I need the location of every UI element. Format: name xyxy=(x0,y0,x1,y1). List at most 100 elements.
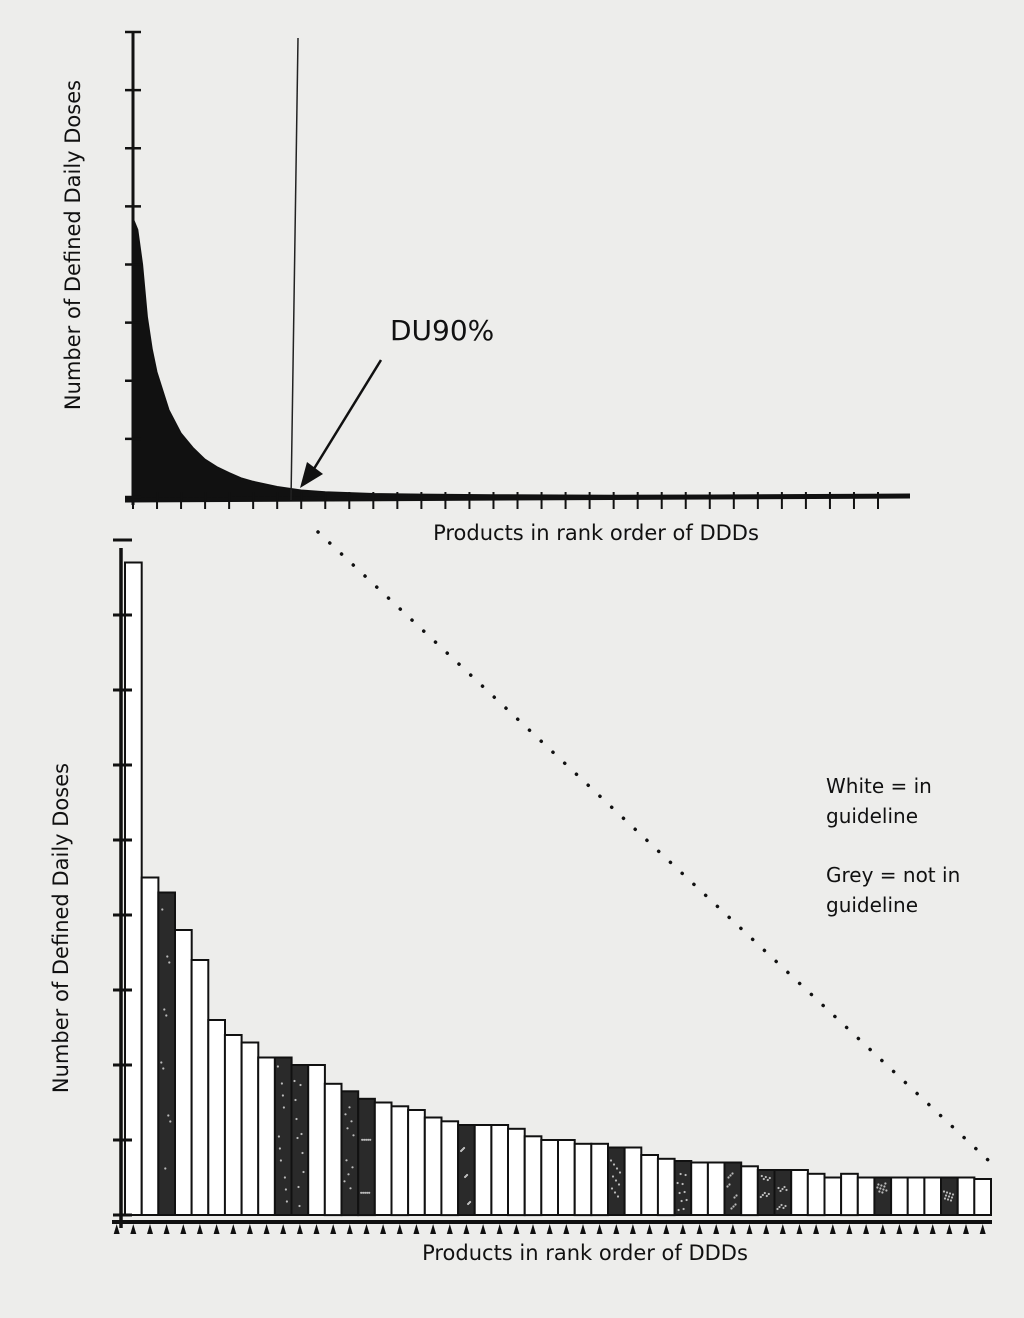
bar-in-guideline xyxy=(407,1109,426,1216)
bar-in-guideline xyxy=(573,1142,593,1217)
bar-texture-dot xyxy=(881,1191,884,1194)
bar-texture-dot xyxy=(160,1061,163,1064)
bar-texture-dot xyxy=(682,1207,685,1211)
bar-texture-dot xyxy=(367,1138,370,1141)
bar-texture-dot xyxy=(294,1098,297,1102)
bar-texture-dot xyxy=(295,1117,298,1121)
bar-texture-dot xyxy=(946,1198,950,1201)
bar-texture-dot xyxy=(164,1167,167,1170)
du90-label: DU90% xyxy=(390,314,494,347)
bar-texture-dot xyxy=(729,1174,732,1177)
x-tick xyxy=(480,1224,487,1234)
bar-texture-dot xyxy=(761,1193,764,1197)
bar-in-guideline xyxy=(740,1165,759,1217)
bar-in-guideline xyxy=(540,1139,559,1216)
bar-texture-dot xyxy=(616,1195,620,1198)
bar-in-guideline xyxy=(473,1124,493,1216)
bar-texture-dot xyxy=(884,1182,887,1185)
x-tick xyxy=(530,1224,536,1234)
bar-texture-dot xyxy=(165,1014,168,1017)
bar-in-guideline xyxy=(240,1041,260,1216)
bar-in-guideline xyxy=(140,876,160,1216)
x-tick xyxy=(879,1224,886,1234)
bar-texture-dot xyxy=(683,1190,686,1194)
bar-in-guideline xyxy=(590,1142,609,1217)
bar-not-in-guideline xyxy=(673,1160,693,1216)
bar-texture-dot xyxy=(469,1200,472,1204)
bar-in-guideline xyxy=(523,1135,543,1217)
bar-in-guideline xyxy=(390,1105,410,1217)
bar-texture-dot xyxy=(614,1179,618,1182)
bar-in-guideline xyxy=(923,1176,943,1216)
x-tick xyxy=(613,1224,620,1234)
bar-texture-dot xyxy=(284,1188,287,1191)
bar-texture-dot xyxy=(281,1094,284,1097)
du90-arrow-shaft xyxy=(310,359,383,473)
bottom-y-ticks xyxy=(113,538,132,1217)
bar-texture-dot xyxy=(348,1106,351,1109)
bar-texture-dot xyxy=(162,1067,165,1070)
x-tick xyxy=(513,1224,520,1234)
x-tick xyxy=(230,1224,237,1234)
bar-texture-dot xyxy=(343,1180,346,1183)
bar-texture-dot xyxy=(945,1191,949,1194)
bar-texture-dot xyxy=(301,1151,304,1155)
bar-in-guideline xyxy=(307,1064,326,1216)
x-tick xyxy=(180,1224,187,1234)
x-tick xyxy=(663,1224,670,1234)
bar-texture-dot xyxy=(349,1187,352,1190)
x-tick xyxy=(196,1224,203,1234)
x-tick xyxy=(563,1224,570,1234)
bar-texture-dot xyxy=(293,1079,296,1083)
bar-in-guideline xyxy=(640,1154,659,1216)
bar-texture-dot xyxy=(947,1195,951,1198)
x-tick xyxy=(746,1224,753,1234)
x-tick xyxy=(729,1224,736,1234)
bar-texture-dot xyxy=(167,1114,170,1117)
x-tick xyxy=(863,1224,870,1234)
bar-texture-dot xyxy=(676,1181,679,1185)
bar-texture-dot xyxy=(780,1203,783,1207)
bar-texture-dot xyxy=(680,1199,683,1203)
x-tick xyxy=(829,1224,836,1234)
x-tick xyxy=(546,1224,553,1234)
bar-texture-dot xyxy=(365,1138,368,1141)
bar-texture-dot xyxy=(730,1207,733,1210)
bar-not-in-guideline xyxy=(340,1090,360,1217)
bar-texture-dot xyxy=(879,1187,882,1190)
bar-texture-dot xyxy=(298,1204,301,1208)
x-tick xyxy=(646,1224,653,1234)
x-tick xyxy=(446,1224,453,1234)
bar-texture-dot xyxy=(346,1127,349,1130)
bar-texture-dot xyxy=(366,1191,369,1194)
x-tick xyxy=(246,1224,253,1234)
top-x-ticks xyxy=(132,492,879,509)
bottom-chart: Products in rank order of DDDs Number of… xyxy=(49,538,992,1265)
bar-texture-dot xyxy=(681,1182,684,1186)
bar-texture-dot xyxy=(360,1191,363,1194)
bar-texture-dot xyxy=(344,1113,347,1116)
top-y-ticks xyxy=(125,30,141,499)
x-tick xyxy=(430,1224,437,1234)
bar-texture-dot xyxy=(679,1172,682,1176)
bar-texture-dot xyxy=(943,1197,947,1200)
x-tick xyxy=(296,1224,303,1234)
bar-texture-dot xyxy=(876,1186,879,1189)
bar-texture-dot xyxy=(345,1159,348,1162)
bar-texture-dot xyxy=(767,1192,770,1196)
bar-in-guideline xyxy=(623,1146,643,1216)
bar-texture-dot xyxy=(950,1196,954,1199)
x-tick xyxy=(113,1224,120,1234)
bar-not-in-guideline xyxy=(457,1124,476,1216)
bar-texture-dot xyxy=(949,1199,953,1202)
bar-texture-dot xyxy=(762,1177,765,1181)
bar-texture-dot xyxy=(882,1188,885,1191)
bar-texture-dot xyxy=(735,1194,738,1197)
du90-cutoff-line xyxy=(290,37,299,501)
bar-texture-dot xyxy=(765,1194,768,1198)
bar-texture-dot xyxy=(783,1185,786,1189)
bar-texture-dot xyxy=(610,1187,614,1190)
bar-in-guideline xyxy=(257,1056,276,1216)
bar-in-guideline xyxy=(823,1176,843,1216)
bar-texture-dot xyxy=(613,1191,617,1194)
